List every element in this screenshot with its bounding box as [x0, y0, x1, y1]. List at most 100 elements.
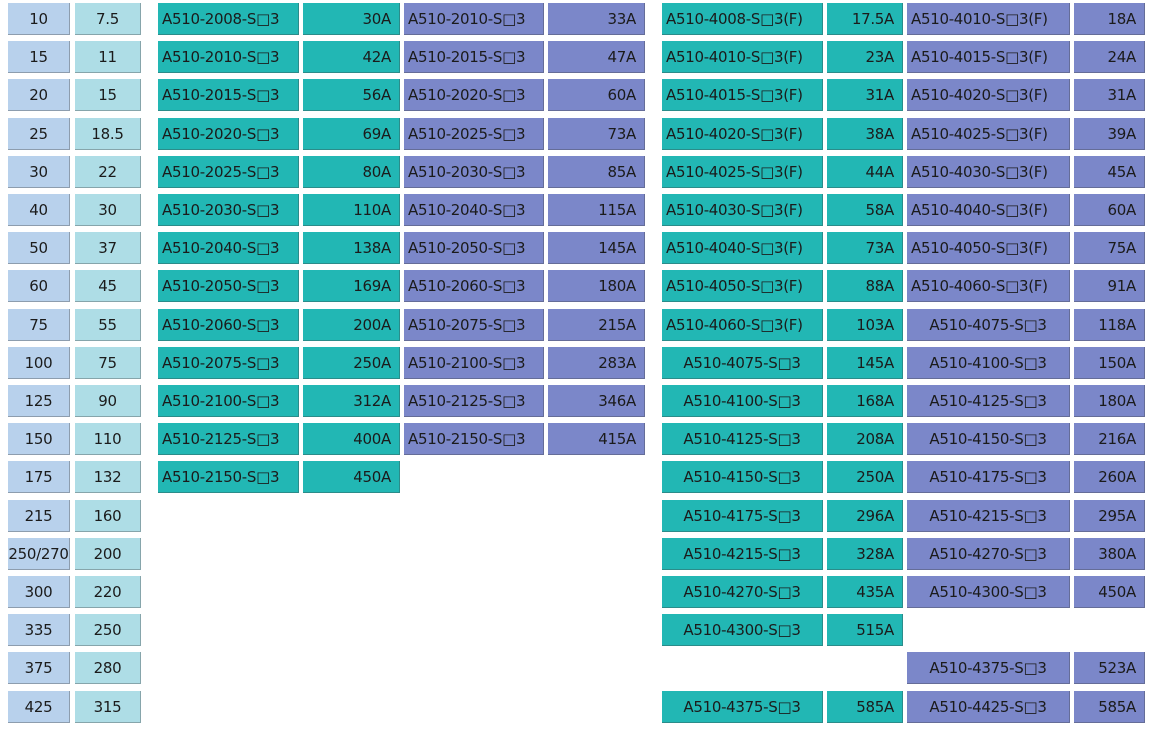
amp-cell-400v-normal: 168A: [827, 385, 903, 417]
kw-cell: 75: [75, 347, 141, 379]
model-cell-400v-heavy: A510-4015-S□3(F): [907, 41, 1070, 73]
model-cell-400v-heavy: A510-4010-S□3(F): [907, 3, 1070, 35]
amp-cell-200v-heavy: 180A: [548, 270, 645, 302]
amp-cell-200v-normal: 42A: [303, 41, 400, 73]
kw-cell: 200: [75, 538, 141, 570]
kw-cell: 7.5: [75, 3, 141, 35]
kw-cell: 132: [75, 461, 141, 493]
model-cell-200v-heavy: A510-2010-S□3: [404, 3, 544, 35]
kw-cell: 22: [75, 156, 141, 188]
model-cell-200v-heavy: A510-2150-S□3: [404, 423, 544, 455]
hp-cell: 25: [8, 118, 70, 150]
kw-cell: 220: [75, 576, 141, 608]
model-cell-400v-normal: A510-4020-S□3(F): [662, 118, 823, 150]
amp-cell-200v-normal: 56A: [303, 79, 400, 111]
model-cell-400v-normal: A510-4300-S□3: [662, 614, 823, 646]
model-cell-400v-normal: A510-4270-S□3: [662, 576, 823, 608]
amp-cell-200v-normal: 110A: [303, 194, 400, 226]
model-cell-200v-normal: A510-2150-S□3: [158, 461, 299, 493]
hp-cell: 30: [8, 156, 70, 188]
model-cell-400v-normal: A510-4100-S□3: [662, 385, 823, 417]
kw-cell: 55: [75, 309, 141, 341]
kw-cell: 18.5: [75, 118, 141, 150]
amp-cell-200v-heavy: 415A: [548, 423, 645, 455]
kw-cell: 11: [75, 41, 141, 73]
hp-cell: 40: [8, 194, 70, 226]
model-cell-400v-heavy: A510-4215-S□3: [907, 500, 1070, 532]
amp-cell-200v-normal: 138A: [303, 232, 400, 264]
kw-cell: 280: [75, 652, 141, 684]
kw-cell: 250: [75, 614, 141, 646]
model-cell-200v-normal: A510-2020-S□3: [158, 118, 299, 150]
amp-cell-200v-heavy: 73A: [548, 118, 645, 150]
amp-cell-400v-heavy: 18A: [1074, 3, 1145, 35]
model-cell-400v-heavy: A510-4150-S□3: [907, 423, 1070, 455]
amp-cell-200v-normal: 400A: [303, 423, 400, 455]
model-cell-400v-heavy: A510-4375-S□3: [907, 652, 1070, 684]
amp-cell-200v-heavy: 215A: [548, 309, 645, 341]
amp-cell-400v-heavy: 118A: [1074, 309, 1145, 341]
amp-cell-200v-heavy: 145A: [548, 232, 645, 264]
amp-cell-400v-heavy: 523A: [1074, 652, 1145, 684]
kw-cell: 15: [75, 79, 141, 111]
amp-cell-400v-normal: 17.5A: [827, 3, 903, 35]
model-cell-400v-normal: A510-4050-S□3(F): [662, 270, 823, 302]
amp-cell-200v-normal: 80A: [303, 156, 400, 188]
model-cell-200v-heavy: A510-2025-S□3: [404, 118, 544, 150]
amp-cell-400v-heavy: 75A: [1074, 232, 1145, 264]
amp-cell-400v-heavy: 380A: [1074, 538, 1145, 570]
hp-cell: 215: [8, 500, 70, 532]
model-cell-400v-heavy: A510-4270-S□3: [907, 538, 1070, 570]
amp-cell-400v-heavy: 585A: [1074, 691, 1145, 723]
amp-cell-200v-heavy: 85A: [548, 156, 645, 188]
amp-cell-200v-normal: 450A: [303, 461, 400, 493]
model-cell-200v-heavy: A510-2060-S□3: [404, 270, 544, 302]
model-cell-400v-heavy: A510-4020-S□3(F): [907, 79, 1070, 111]
amp-cell-400v-normal: 515A: [827, 614, 903, 646]
amp-cell-400v-heavy: 450A: [1074, 576, 1145, 608]
kw-cell: 110: [75, 423, 141, 455]
model-cell-400v-normal: A510-4150-S□3: [662, 461, 823, 493]
amp-cell-200v-heavy: 283A: [548, 347, 645, 379]
kw-cell: 160: [75, 500, 141, 532]
model-cell-200v-normal: A510-2060-S□3: [158, 309, 299, 341]
amp-cell-400v-normal: 23A: [827, 41, 903, 73]
model-cell-400v-heavy: A510-4050-S□3(F): [907, 232, 1070, 264]
model-cell-200v-heavy: A510-2040-S□3: [404, 194, 544, 226]
model-cell-400v-heavy: A510-4075-S□3: [907, 309, 1070, 341]
amp-cell-400v-normal: 250A: [827, 461, 903, 493]
amp-cell-200v-heavy: 115A: [548, 194, 645, 226]
amp-cell-400v-normal: 585A: [827, 691, 903, 723]
model-cell-400v-normal: A510-4060-S□3(F): [662, 309, 823, 341]
hp-cell: 100: [8, 347, 70, 379]
amp-cell-400v-heavy: 91A: [1074, 270, 1145, 302]
hp-cell: 15: [8, 41, 70, 73]
amp-cell-400v-normal: 435A: [827, 576, 903, 608]
kw-cell: 90: [75, 385, 141, 417]
model-cell-200v-heavy: A510-2050-S□3: [404, 232, 544, 264]
hp-cell: 375: [8, 652, 70, 684]
model-cell-400v-normal: A510-4025-S□3(F): [662, 156, 823, 188]
model-cell-400v-heavy: A510-4100-S□3: [907, 347, 1070, 379]
model-cell-200v-normal: A510-2025-S□3: [158, 156, 299, 188]
hp-cell: 250/270: [8, 538, 70, 570]
model-cell-200v-normal: A510-2030-S□3: [158, 194, 299, 226]
amp-cell-400v-heavy: 39A: [1074, 118, 1145, 150]
amp-cell-400v-normal: 73A: [827, 232, 903, 264]
kw-cell: 315: [75, 691, 141, 723]
model-cell-200v-heavy: A510-2075-S□3: [404, 309, 544, 341]
amp-cell-400v-heavy: 295A: [1074, 500, 1145, 532]
kw-cell: 37: [75, 232, 141, 264]
hp-cell: 50: [8, 232, 70, 264]
model-cell-400v-heavy: A510-4060-S□3(F): [907, 270, 1070, 302]
model-cell-400v-normal: A510-4030-S□3(F): [662, 194, 823, 226]
model-cell-400v-normal: A510-4125-S□3: [662, 423, 823, 455]
hp-cell: 300: [8, 576, 70, 608]
amp-cell-200v-heavy: 346A: [548, 385, 645, 417]
model-cell-400v-heavy: A510-4030-S□3(F): [907, 156, 1070, 188]
hp-cell: 425: [8, 691, 70, 723]
model-cell-400v-normal: A510-4215-S□3: [662, 538, 823, 570]
model-cell-200v-normal: A510-2040-S□3: [158, 232, 299, 264]
amp-cell-400v-normal: 44A: [827, 156, 903, 188]
